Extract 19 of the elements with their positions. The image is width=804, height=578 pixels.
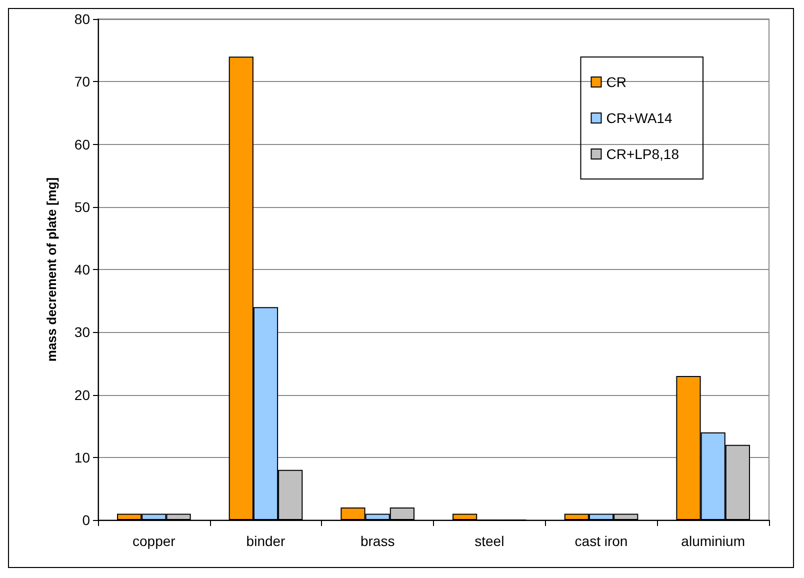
y-tick-label: 40 [74, 262, 90, 278]
legend-label: CR [606, 74, 626, 90]
y-tick-label: 10 [74, 449, 90, 466]
y-tick-label: 20 [74, 386, 90, 403]
x-tick-label: binder [246, 533, 286, 549]
y-tick-label: 80 [74, 11, 90, 27]
y-axis-title: mass decrement of plate [mg] [44, 177, 59, 362]
x-tick-label: brass [360, 533, 395, 549]
x-tick-label: cast iron [574, 533, 628, 549]
y-tick-label: 30 [74, 324, 90, 340]
y-tick-label: 50 [74, 198, 90, 215]
y-tick-label: 0 [82, 512, 90, 528]
x-tick-label: copper [132, 533, 176, 549]
x-tick-label: steel [474, 533, 504, 549]
legend-label: CR+LP8,18 [606, 146, 680, 162]
legend-label: CR+WA14 [606, 110, 672, 126]
y-tick-label: 70 [74, 74, 90, 90]
y-tick-label: 60 [74, 136, 90, 152]
x-tick-label: aluminium [681, 533, 745, 549]
